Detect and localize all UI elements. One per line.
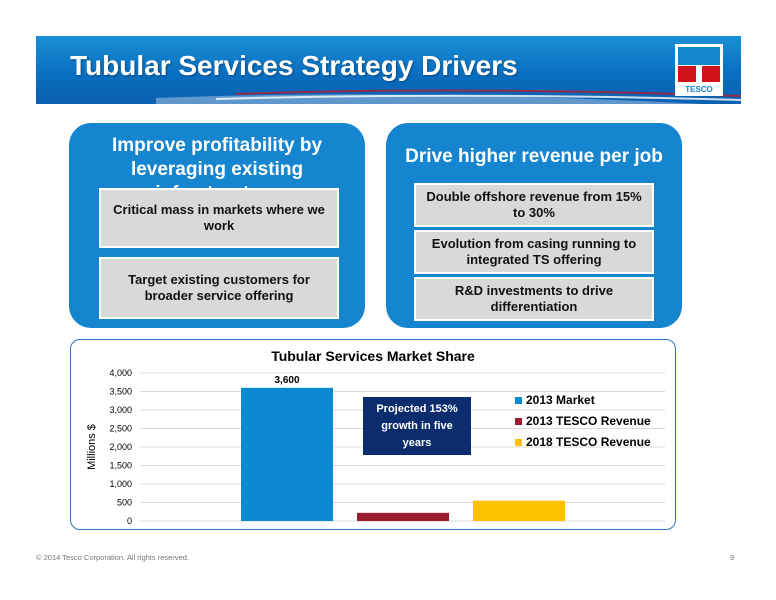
growth-annotation: Projected 153% growth in five years	[363, 397, 471, 455]
page-title: Tubular Services Strategy Drivers	[70, 50, 518, 81]
annotation-line: years	[402, 436, 432, 449]
svg-text:TESCO: TESCO	[685, 85, 713, 94]
tesco-logo: TESCO	[675, 44, 723, 96]
right-panel-heading: Drive higher revenue per job	[405, 146, 663, 167]
right-card-3: R&D investments to drive differentiation	[414, 277, 654, 321]
left-heading-line-1: Improve profitability by	[111, 135, 323, 156]
card-text: differentiation	[490, 299, 578, 314]
annotation-line: Projected 153%	[376, 402, 458, 415]
card-text: to 30%	[513, 205, 555, 220]
card-text: R&D investments to drive	[454, 283, 614, 298]
page-number: 9	[730, 553, 735, 562]
card-text: Evolution from casing running to	[431, 236, 637, 251]
card-text: work	[203, 218, 235, 233]
copyright-footer: © 2014 Tesco Corporation. All rights res…	[36, 553, 189, 562]
card-text: Critical mass in markets where we	[113, 202, 325, 217]
left-card-1: Critical mass in markets where we work	[99, 188, 339, 248]
annotation-line: growth in five	[381, 419, 453, 432]
card-text: broader service offering	[144, 288, 294, 303]
title-banner: Tubular Services Strategy Drivers	[36, 36, 741, 104]
chart-title: Tubular Services Market Share	[271, 348, 475, 364]
card-text: Target existing customers for	[128, 272, 310, 287]
right-card-1: Double offshore revenue from 15% to 30%	[414, 183, 654, 227]
right-card-2: Evolution from casing running to integra…	[414, 230, 654, 274]
card-text: integrated TS offering	[466, 252, 602, 267]
card-text: Double offshore revenue from 15%	[426, 189, 642, 204]
left-card-2: Target existing customers for broader se…	[99, 257, 339, 319]
banner-swoosh	[156, 89, 741, 104]
